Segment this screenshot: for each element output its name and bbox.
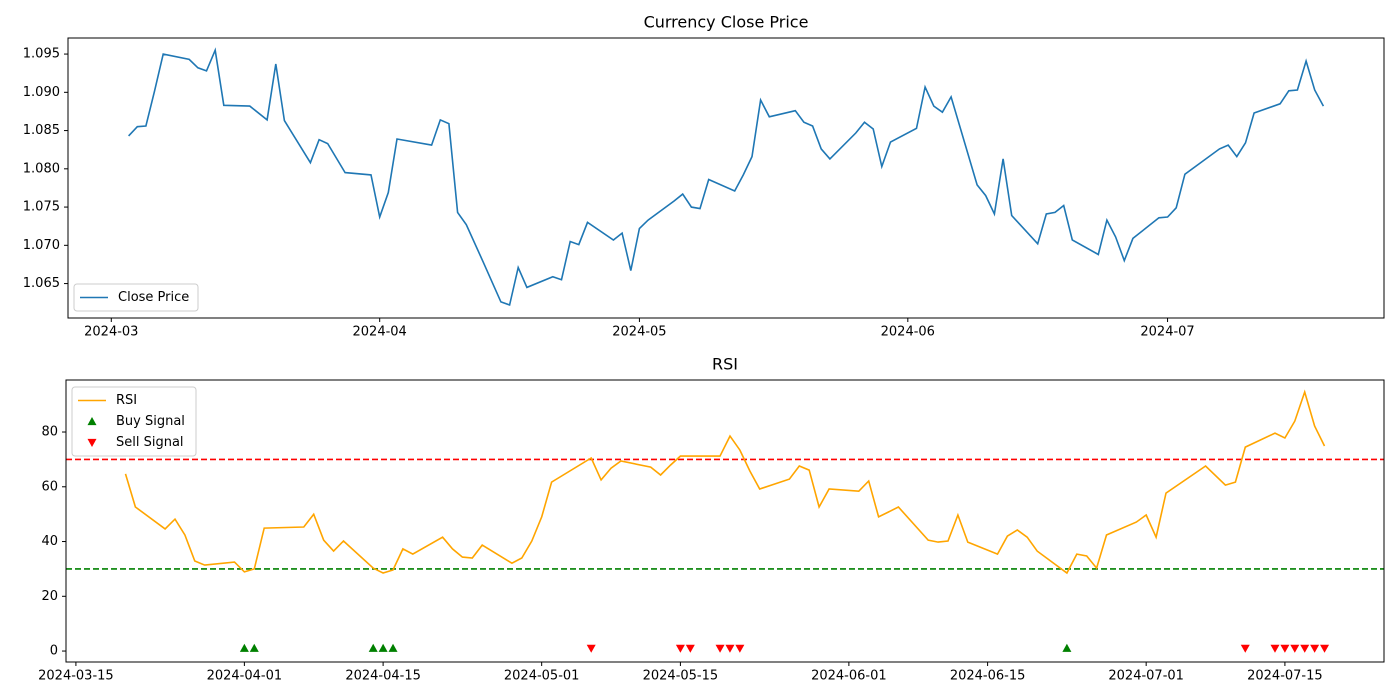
x-tick-label: 2024-05-01 [504,669,580,684]
axes-frame [65,379,1385,663]
x-tick-label: 2024-04-01 [207,669,283,684]
signal-marker [1320,644,1330,653]
x-tick-label: 2024-06-01 [811,669,887,684]
y-tick-label: 60 [41,479,58,494]
x-tick-label: 2024-04 [353,325,407,340]
signal-marker [388,643,398,652]
x-tick-label: 2024-03 [84,325,138,340]
signal-marker [1310,644,1320,653]
legend-label: Close Price [118,290,189,305]
y-tick-label: 20 [41,589,58,604]
y-tick-label: 1.095 [23,47,60,62]
signal-marker [586,644,596,653]
legend-label: Sell Signal [116,435,184,450]
x-tick-label: 2024-07-15 [1247,669,1323,684]
signal-marker [725,644,735,653]
y-tick-label: 1.070 [23,238,60,253]
signal-marker [1290,644,1300,653]
x-tick-label: 2024-06-15 [950,669,1026,684]
axes-frame [67,37,1385,319]
signal-marker [735,644,745,653]
x-tick-label: 2024-07 [1140,325,1194,340]
x-tick-label: 2024-05-15 [643,669,719,684]
plot-area [128,47,1325,307]
legend-label: Buy Signal [116,414,185,429]
y-tick-label: 80 [41,425,58,440]
chart-title: RSI [712,355,738,374]
signal-marker [1240,644,1250,653]
x-tick-label: 2024-05 [612,325,666,340]
x-tick-label: 2024-06 [881,325,935,340]
legend-box [71,386,197,457]
plot-area [66,389,1384,653]
signal-marker [1300,644,1310,653]
y-tick-label: 1.085 [23,123,60,138]
y-tick-label: 1.080 [23,161,60,176]
chart-title: Currency Close Price [644,13,809,32]
x-tick-label: 2024-04-15 [345,669,421,684]
signal-marker [675,644,685,653]
legend-swatch [87,417,97,426]
signal-marker [1280,644,1290,653]
y-tick-label: 40 [41,534,58,549]
signal-marker [368,643,378,652]
signal-marker [715,644,725,653]
signal-marker [1270,644,1280,653]
y-tick-label: 0 [50,644,58,659]
signal-marker [1062,643,1072,652]
y-tick-label: 1.075 [23,200,60,215]
signal-marker [239,643,249,652]
x-tick-label: 2024-03-15 [38,669,114,684]
legend-swatch [87,438,97,447]
series-line [128,47,1325,307]
signal-marker [249,643,259,652]
x-tick-label: 2024-07-01 [1108,669,1184,684]
signal-marker [685,644,695,653]
series-line [124,389,1326,575]
legend-label: RSI [116,393,137,408]
y-tick-label: 1.065 [23,276,60,291]
signal-marker [378,643,388,652]
legend-box [73,283,199,312]
y-tick-label: 1.090 [23,85,60,100]
